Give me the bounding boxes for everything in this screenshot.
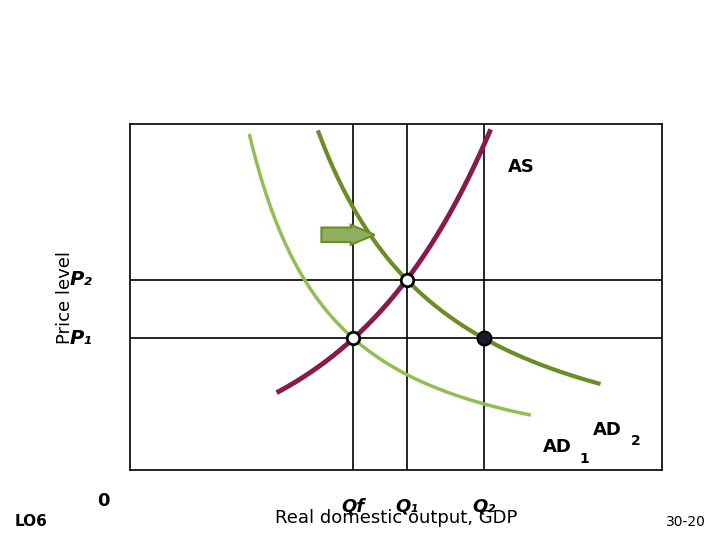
Text: AD: AD [593,421,622,439]
Text: Qf: Qf [342,497,365,516]
Text: AD: AD [543,438,572,456]
Text: Price level: Price level [56,251,73,343]
X-axis label: Real domestic output, GDP: Real domestic output, GDP [275,509,517,526]
Text: AS: AS [508,158,535,177]
Text: P₁: P₁ [70,329,92,348]
Text: Q₁: Q₁ [395,497,418,516]
Text: 2: 2 [631,435,640,448]
Text: P₂: P₂ [70,270,92,289]
Text: Changes in Equilibrium: Changes in Equilibrium [107,25,613,63]
Text: Q₂: Q₂ [472,497,495,516]
Text: LO6: LO6 [14,514,48,529]
FancyArrow shape [321,225,374,245]
Text: 1: 1 [580,452,590,465]
Text: 30-20: 30-20 [666,515,706,529]
Text: 0: 0 [96,492,109,510]
